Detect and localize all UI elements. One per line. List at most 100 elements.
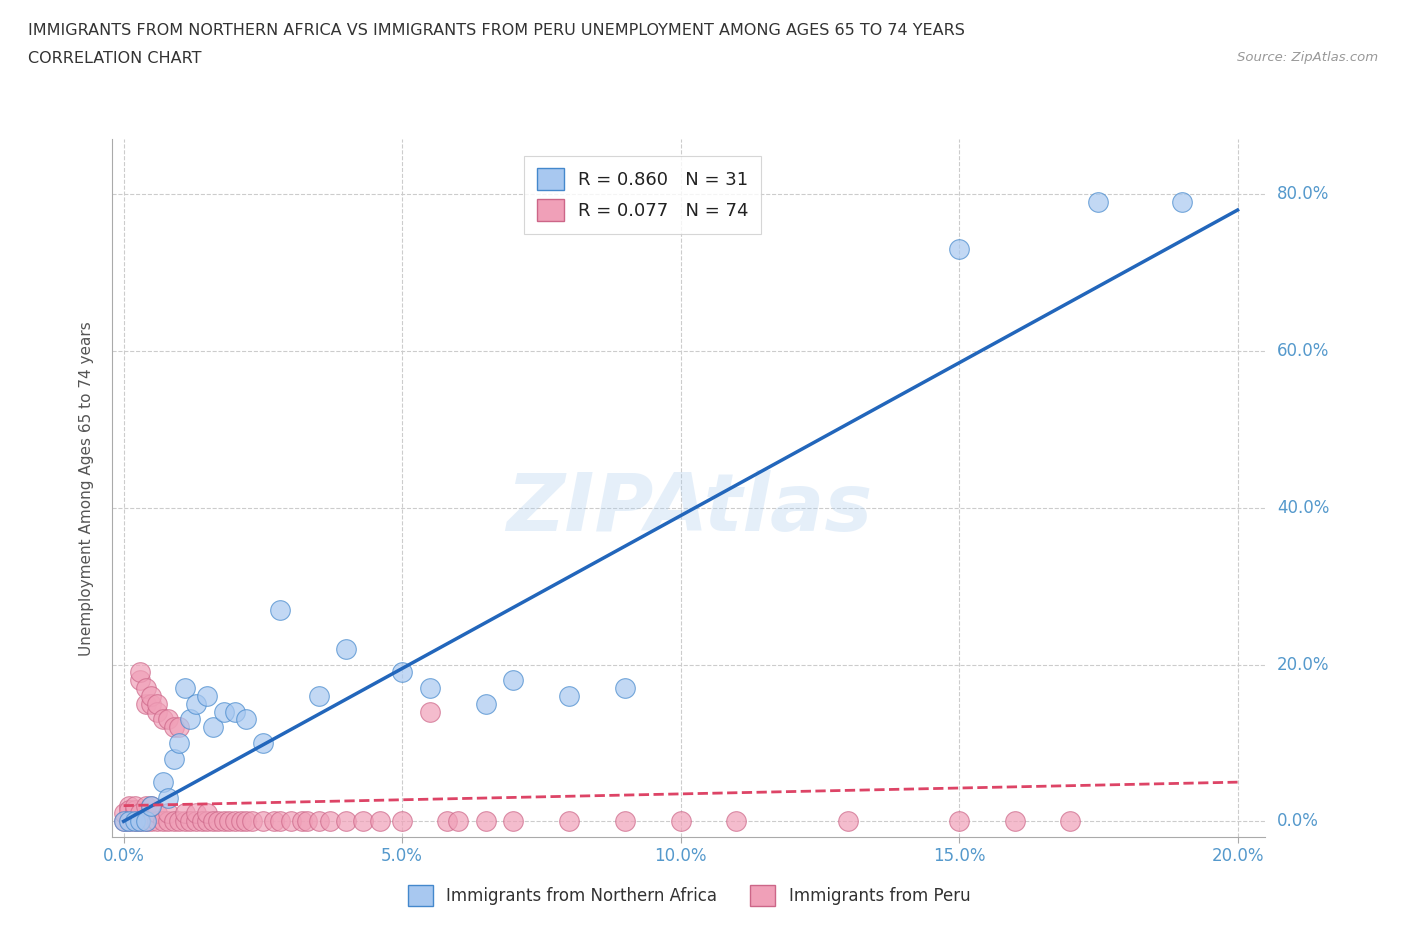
Text: 80.0%: 80.0% [1277,185,1329,204]
Point [112,814,135,829]
Point [169,736,191,751]
Point [558,814,581,829]
Point [173,681,195,696]
Point [141,688,163,703]
Legend: R = 0.860   N = 31, R = 0.077   N = 74: R = 0.860 N = 31, R = 0.077 N = 74 [524,155,762,233]
Point [112,814,135,829]
Point [318,814,340,829]
Point [235,712,257,727]
Point [218,814,240,829]
Point [1004,814,1026,829]
Point [146,704,169,719]
Point [1059,814,1081,829]
Point [474,697,496,711]
Point [163,720,186,735]
Point [502,814,524,829]
Point [201,720,224,735]
Point [129,806,152,821]
Point [1087,194,1109,209]
Point [157,806,180,821]
Point [135,814,157,829]
Legend: Immigrants from Northern Africa, Immigrants from Peru: Immigrants from Northern Africa, Immigra… [401,879,977,912]
Text: 0.0%: 0.0% [1277,812,1319,830]
Point [263,814,285,829]
Point [252,814,274,829]
Text: 40.0%: 40.0% [1277,498,1329,517]
Point [141,814,163,829]
Point [118,814,141,829]
Point [229,814,252,829]
Point [212,704,235,719]
Point [173,814,195,829]
Point [124,814,146,829]
Point [184,806,207,821]
Point [141,697,163,711]
Point [335,642,357,657]
Point [129,814,152,829]
Point [112,806,135,821]
Point [179,712,201,727]
Point [146,814,169,829]
Point [419,704,441,719]
Point [195,814,218,829]
Text: 20.0%: 20.0% [1277,656,1330,673]
Point [141,798,163,813]
Point [157,790,180,805]
Point [118,798,141,813]
Point [436,814,458,829]
Point [280,814,302,829]
Point [269,814,291,829]
Point [291,814,314,829]
Point [224,704,246,719]
Point [135,681,157,696]
Point [195,806,218,821]
Point [124,814,146,829]
Text: ZIPAtlas: ZIPAtlas [506,471,872,548]
Point [184,697,207,711]
Point [129,665,152,680]
Point [157,814,180,829]
Point [184,814,207,829]
Point [152,775,174,790]
Point [135,798,157,813]
Point [146,697,169,711]
Point [129,672,152,687]
Point [124,798,146,813]
Point [135,697,157,711]
Point [297,814,319,829]
Point [669,814,692,829]
Point [135,814,157,829]
Point [613,814,636,829]
Text: IMMIGRANTS FROM NORTHERN AFRICA VS IMMIGRANTS FROM PERU UNEMPLOYMENT AMONG AGES : IMMIGRANTS FROM NORTHERN AFRICA VS IMMIG… [28,23,965,38]
Point [419,681,441,696]
Point [195,688,218,703]
Point [948,814,970,829]
Point [224,814,246,829]
Y-axis label: Unemployment Among Ages 65 to 74 years: Unemployment Among Ages 65 to 74 years [79,321,94,656]
Point [179,814,201,829]
Point [163,814,186,829]
Point [391,814,413,829]
Point [368,814,391,829]
Point [725,814,748,829]
Point [190,814,212,829]
Point [169,814,191,829]
Point [240,814,263,829]
Point [252,736,274,751]
Point [207,814,229,829]
Point [163,751,186,766]
Point [391,665,413,680]
Point [308,688,330,703]
Point [201,814,224,829]
Point [613,681,636,696]
Point [152,712,174,727]
Point [212,814,235,829]
Text: CORRELATION CHART: CORRELATION CHART [28,51,201,66]
Point [335,814,357,829]
Point [173,806,195,821]
Point [352,814,374,829]
Point [837,814,859,829]
Point [118,814,141,829]
Point [502,672,524,687]
Text: Source: ZipAtlas.com: Source: ZipAtlas.com [1237,51,1378,64]
